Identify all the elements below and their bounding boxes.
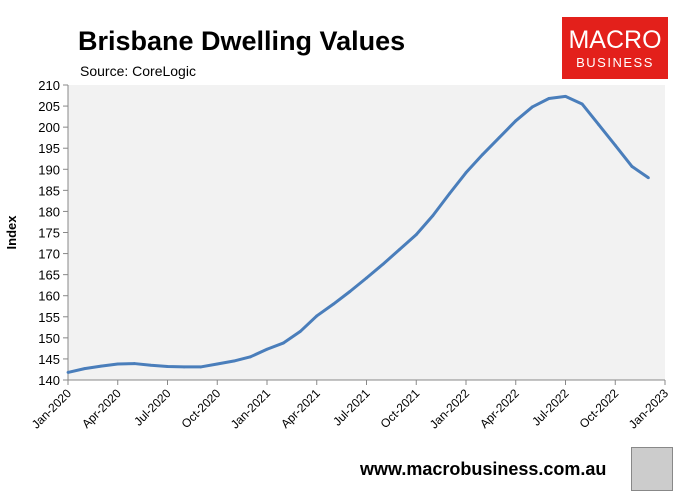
y-tick-label: 145: [38, 352, 60, 367]
data-point: [381, 262, 385, 266]
data-point: [132, 362, 136, 365]
x-tick-label: Jul-2020: [131, 386, 174, 429]
y-tick-label: 190: [38, 162, 60, 177]
data-point: [580, 102, 584, 106]
data-point: [99, 364, 103, 368]
x-tick-label: Jan-2023: [626, 386, 672, 432]
logo-line1: MACRO: [568, 26, 662, 54]
data-point: [414, 233, 418, 237]
y-tick-label: 185: [38, 183, 60, 198]
data-point: [514, 119, 518, 123]
data-point: [331, 302, 335, 306]
x-tick-label: Jan-2020: [29, 386, 75, 432]
data-point: [199, 365, 203, 369]
footer-url: www.macrobusiness.com.au: [360, 459, 607, 479]
series-line: [67, 94, 650, 374]
data-point: [182, 365, 186, 369]
y-tick-label: 200: [38, 120, 60, 135]
data-point: [282, 341, 285, 345]
data-point: [232, 359, 236, 363]
data-point: [448, 192, 451, 196]
data-point: [315, 314, 319, 318]
data-point: [613, 143, 617, 147]
x-tick-label: Jul-2021: [330, 386, 373, 429]
macrobusiness-logo: MACRO BUSINESS: [562, 17, 668, 79]
data-point: [249, 355, 252, 359]
data-point: [83, 367, 86, 371]
data-point: [298, 330, 302, 333]
y-tick-label: 210: [38, 78, 60, 93]
y-tick-label: 170: [38, 247, 60, 262]
x-tick-label: Apr-2022: [477, 386, 522, 431]
y-tick-label: 150: [38, 331, 60, 346]
data-point: [481, 153, 484, 156]
plot-area: [68, 85, 665, 380]
y-tick-label: 155: [38, 310, 60, 325]
y-tick-label: 165: [38, 268, 60, 283]
x-tick-label: Oct-2022: [577, 386, 622, 431]
x-tick-label: Jan-2021: [228, 386, 274, 432]
x-tick-label: Jul-2022: [529, 386, 572, 429]
x-tick-label: Jan-2022: [427, 386, 473, 432]
data-point: [365, 276, 368, 280]
y-tick-label: 180: [38, 204, 60, 219]
data-point: [564, 94, 567, 98]
data-point: [66, 371, 70, 374]
y-tick-label: 205: [38, 99, 60, 114]
data-point: [265, 347, 269, 351]
x-tick-label: Apr-2020: [79, 386, 124, 431]
y-tick-label: 160: [38, 289, 60, 304]
data-point: [348, 290, 352, 293]
logo-line2: BUSINESS: [576, 55, 654, 70]
data-point: [431, 214, 435, 218]
data-point: [464, 171, 468, 175]
data-point: [149, 363, 153, 367]
data-point: [497, 136, 501, 140]
x-tick-label: Apr-2021: [278, 386, 323, 431]
data-point: [116, 362, 120, 366]
data-point: [597, 123, 601, 127]
data-point: [398, 247, 402, 251]
y-tick-label: 195: [38, 141, 60, 156]
data-point: [530, 105, 534, 109]
x-tick-label: Oct-2021: [378, 386, 423, 431]
wolf-image: [631, 447, 673, 491]
data-point: [647, 176, 650, 180]
chart-subtitle: Source: CoreLogic: [80, 63, 196, 79]
data-point: [630, 164, 634, 168]
data-point: [547, 97, 551, 100]
x-tick-label: Oct-2020: [179, 386, 224, 431]
chart-title: Brisbane Dwelling Values: [78, 26, 406, 56]
data-point: [215, 362, 219, 366]
y-tick-label: 140: [38, 373, 60, 388]
y-tick-label: 175: [38, 226, 60, 241]
y-axis-label: Index: [4, 215, 19, 250]
data-point: [166, 365, 169, 368]
